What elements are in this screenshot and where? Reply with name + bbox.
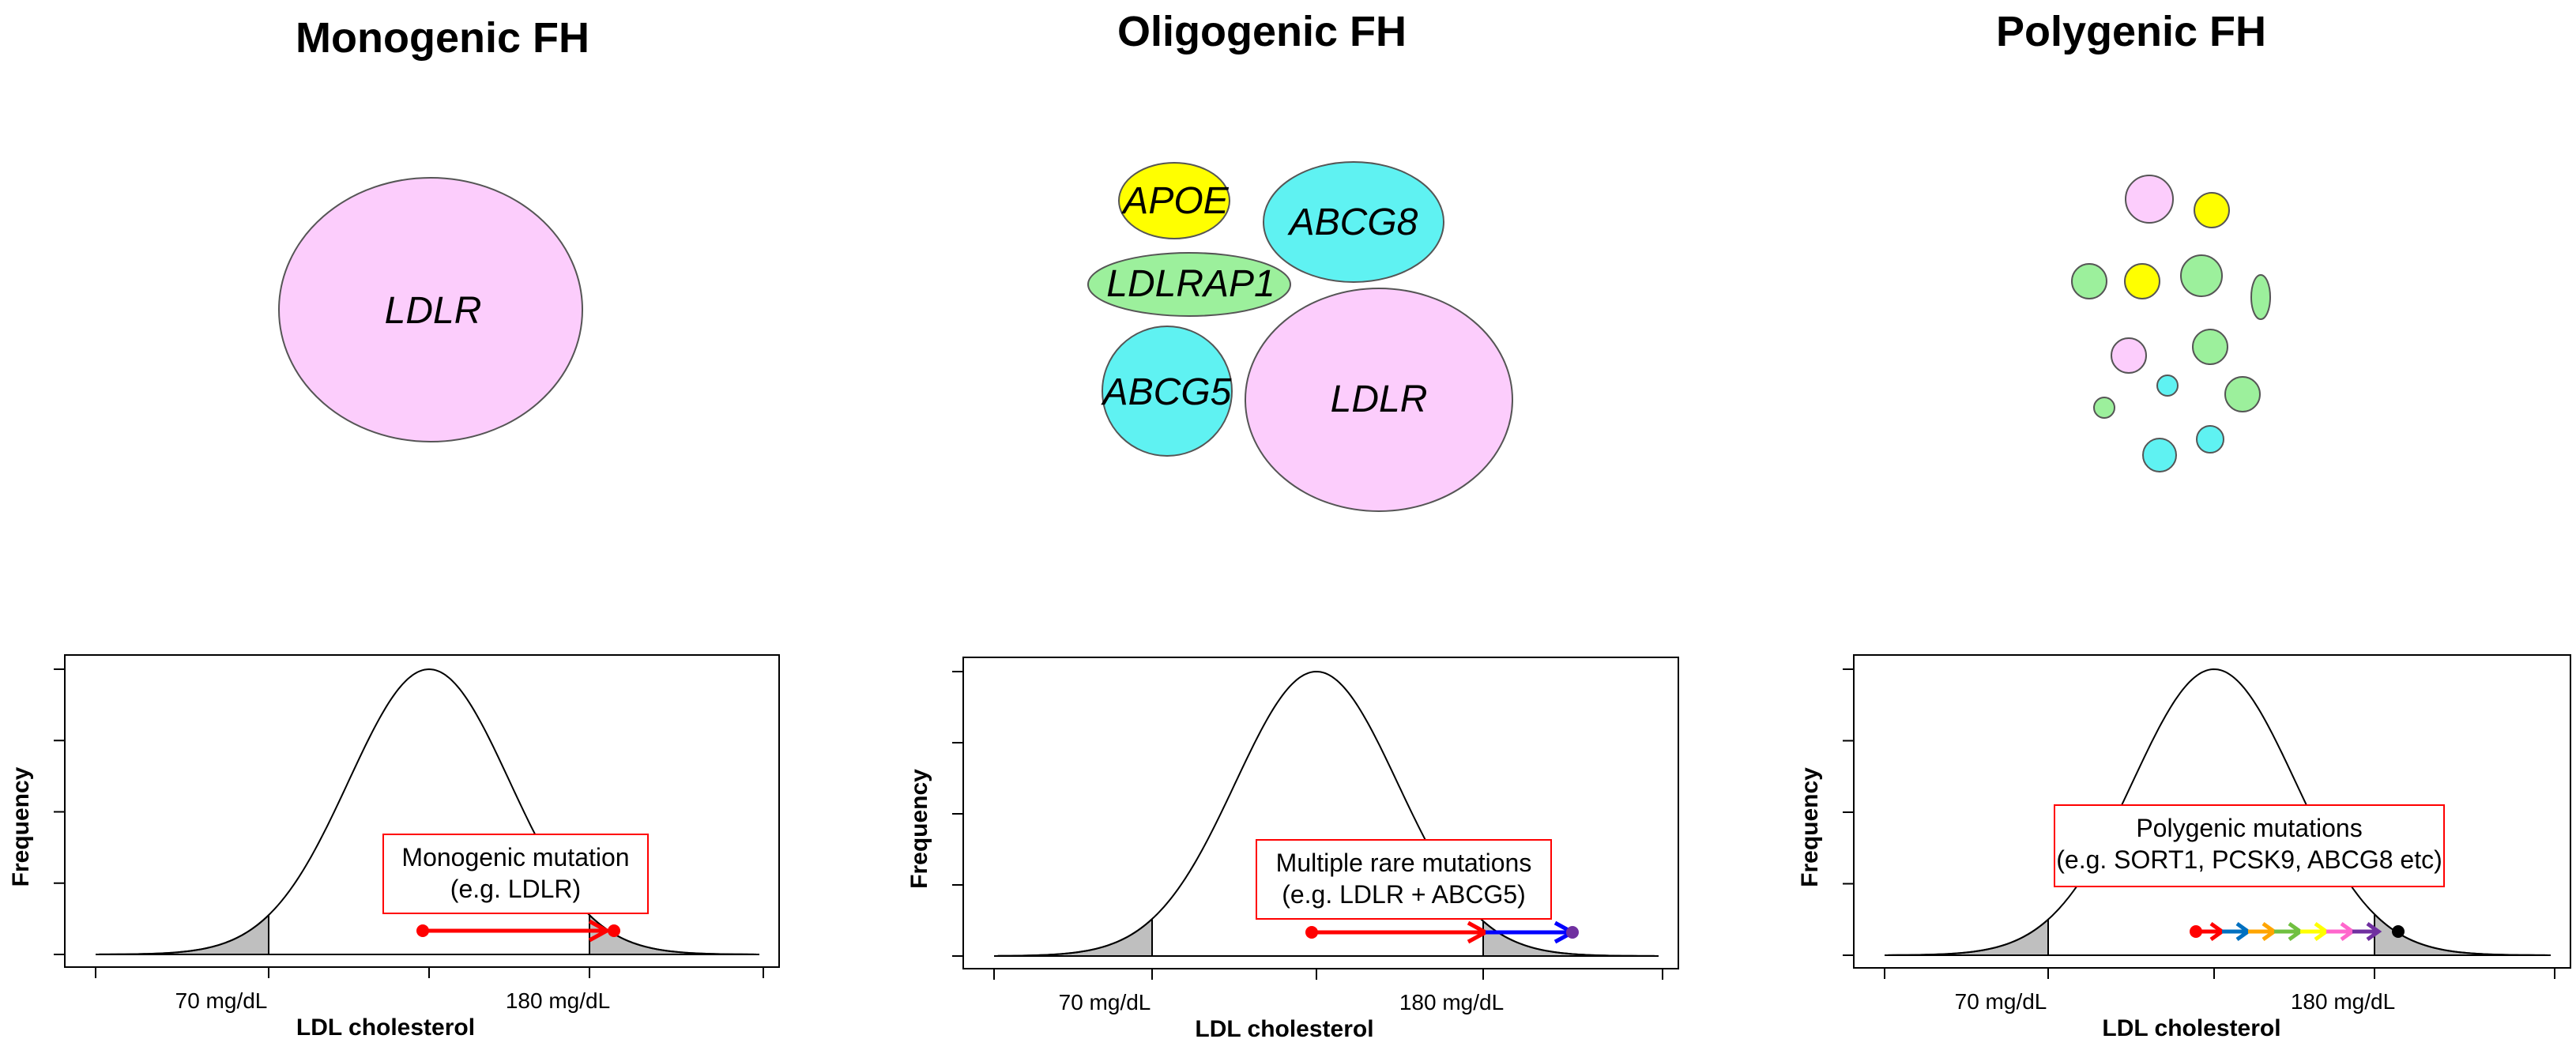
annotation-line: (e.g. SORT1, PCSK9, ABCG8 etc) [2056,845,2442,874]
variant-circle [2071,263,2107,299]
plot-monogenic: 70 mg/dL 180 mg/dL LDL cholesterol Frequenc… [8,654,780,1041]
variant-circle [2142,438,2177,472]
tick-label-70: 70 mg/dL [1955,989,2047,1014]
svg-text:ABCG8: ABCG8 [1287,201,1418,243]
gene-ldlr-oligogenic: LDLR [1245,288,1513,512]
distribution-curve [998,670,1655,957]
gene-ldlrap1: LDLRAP1 [1087,252,1291,317]
distribution-curve [100,668,754,955]
plot-polygenic: 70 mg/dL 180 mg/dL LDL cholesterol Frequenc… [1797,654,2571,1041]
distribution-curve [1889,668,2545,956]
tick-label-180: 180 mg/dL [506,988,610,1013]
svg-text:LDLRAP1: LDLRAP1 [1106,263,1275,305]
variant-circle [2180,254,2223,297]
annotation-box [2054,804,2445,887]
variant-circle [2124,263,2160,299]
annotation-line: (e.g. LDLR) [450,875,581,903]
annotation-line: Polygenic mutations [2136,814,2362,842]
arrow-head [2366,921,2382,942]
gene-ldlr-monogenic: LDLR [278,177,583,442]
variant-circle [2194,192,2230,228]
annotation-line: (e.g. LDLR + ABCG5) [1282,880,1526,909]
gene-abcg5: ABCG5 [1101,326,1233,457]
variant-circle [2250,274,2271,320]
x-axis-label: LDL cholesterol [1195,1016,1373,1042]
arrow-end-dot [2392,925,2405,938]
annotation-box [382,834,649,914]
x-axis-label: LDL cholesterol [2102,1015,2280,1041]
gene-abcg8: ABCG8 [1263,161,1444,283]
tick-label-70: 70 mg/dL [175,988,268,1013]
variant-circle [2196,425,2224,454]
svg-text:APOE: APOE [1120,180,1229,222]
annotation-line: Multiple rare mutations [1276,849,1532,877]
title-polygenic: Polygenic FH [1996,8,2266,55]
arrow-head [588,919,612,943]
variant-circle [2224,376,2261,412]
title-monogenic: Monogenic FH [296,14,589,62]
variant-circle [2093,397,2115,419]
variant-circle [2125,175,2174,224]
variant-circle [2156,375,2179,397]
gene-label-ldlr: LDLR [385,290,482,332]
tick-label-180: 180 mg/dL [2291,989,2395,1014]
svg-text:LDLR: LDLR [1331,378,1428,420]
arrow-end-dot [1566,926,1579,939]
plot-oligogenic: 70 mg/dL 180 mg/dL LDL cholesterol Frequenc… [906,657,1679,1042]
arrow-end-dot [608,924,620,937]
y-axis-label: Frequency [8,766,34,886]
x-axis-label: LDL cholesterol [296,1014,475,1041]
y-axis-label: Frequency [906,769,932,889]
tick-label-180: 180 mg/dL [1399,990,1504,1014]
variant-circle [2192,329,2228,365]
tick-label-70: 70 mg/dL [1059,990,1151,1014]
annotation-box [1256,839,1552,920]
annotation-line: Monogenic mutation [401,843,629,871]
polygenic-variant-circles [2071,175,2271,472]
y-axis-label: Frequency [1797,767,1823,887]
gene-apoe: APOE [1118,162,1230,239]
variant-circle [2111,337,2147,374]
svg-text:ABCG5: ABCG5 [1101,371,1232,413]
title-oligogenic: Oligogenic FH [1117,8,1407,55]
